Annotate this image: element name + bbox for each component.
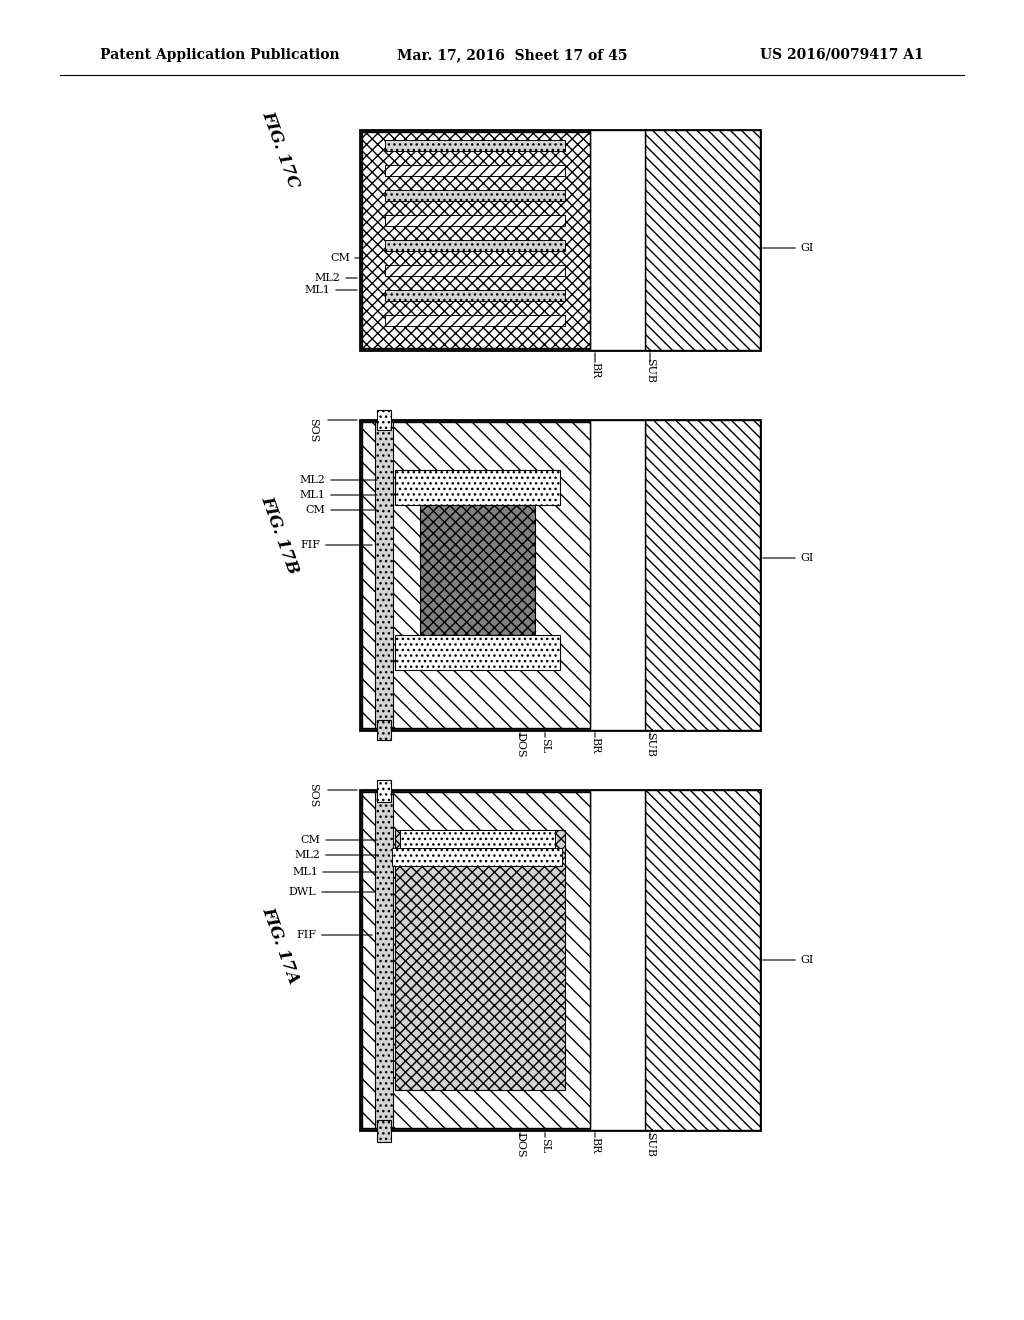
Text: ML1: ML1 [292,867,318,876]
Bar [362,132,590,348]
Text: SUB: SUB [645,358,655,383]
Bar [645,789,760,1130]
Bar [392,847,562,866]
Bar [362,792,590,1129]
Text: CM: CM [305,506,325,515]
Text: US 2016/0079417 A1: US 2016/0079417 A1 [760,48,924,62]
Text: BR: BR [590,1137,600,1154]
Text: GI: GI [800,954,813,965]
Bar [645,129,760,350]
Text: GI: GI [800,243,813,253]
Text: FIG. 17A: FIG. 17A [258,904,302,986]
Text: ML1: ML1 [304,285,330,294]
Text: CM: CM [330,253,350,263]
Text: ML2: ML2 [314,273,340,282]
Bar [377,780,391,803]
Bar [377,1119,391,1142]
Bar [375,792,393,1129]
Bar [385,240,565,251]
Bar [420,506,535,635]
Text: BR: BR [590,737,600,754]
Bar [395,635,560,671]
Text: SUB: SUB [645,733,655,758]
Bar [385,265,565,276]
Text: FIG. 17C: FIG. 17C [258,110,302,191]
Text: DWL: DWL [289,887,316,898]
Bar [360,789,760,1130]
Bar [377,719,391,741]
Text: Mar. 17, 2016  Sheet 17 of 45: Mar. 17, 2016 Sheet 17 of 45 [396,48,628,62]
Text: SL: SL [540,1138,550,1152]
Bar [385,190,565,201]
Bar [590,420,645,730]
Text: SL: SL [540,738,550,752]
Text: GI: GI [800,553,813,564]
Text: FIF: FIF [296,931,316,940]
Text: ML2: ML2 [299,475,325,484]
Text: DOS: DOS [515,1133,525,1158]
Bar [645,420,760,730]
Text: BR: BR [590,362,600,379]
Text: SUB: SUB [645,1133,655,1158]
Bar [400,830,555,847]
Bar [385,215,565,226]
Text: SOS: SOS [308,418,318,442]
Bar [385,140,565,152]
Bar [385,290,565,301]
Text: FIG. 17B: FIG. 17B [258,494,302,577]
Text: FIF: FIF [300,540,319,550]
Bar [360,420,760,730]
Text: SOS: SOS [308,783,318,808]
Bar [590,789,645,1130]
Bar [375,422,393,729]
Bar [385,165,565,177]
Bar [377,411,391,430]
Text: DOS: DOS [515,733,525,758]
Text: CM: CM [300,836,319,845]
Bar [590,129,645,350]
Text: ML1: ML1 [299,490,325,500]
Text: Patent Application Publication: Patent Application Publication [100,48,340,62]
Bar [385,315,565,326]
Bar [395,470,560,506]
Bar [360,129,760,350]
Text: ML2: ML2 [294,850,319,861]
Bar [395,830,565,1090]
Bar [362,422,590,729]
